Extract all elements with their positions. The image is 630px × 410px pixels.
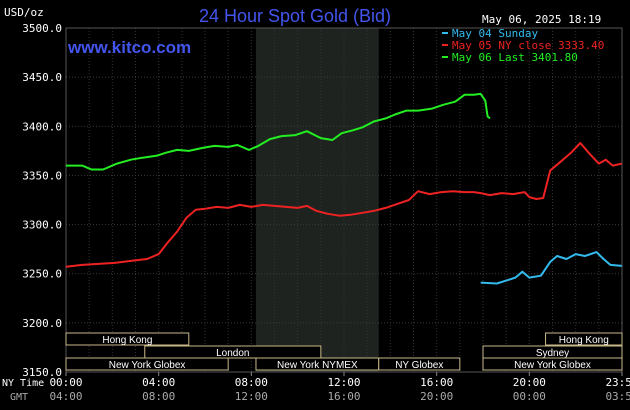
session-label: New York Globex <box>514 360 591 371</box>
session-bar <box>65 332 190 346</box>
session-bar <box>65 357 229 371</box>
x-tick-label-ny: 08:00 <box>235 376 268 389</box>
y-tick-label: 3300.0 <box>22 219 62 232</box>
x-tick-label-gmt: 08:00 <box>142 390 175 403</box>
x-tick-label-ny: 20:00 <box>513 376 546 389</box>
x-tick-label-ny: 04:00 <box>142 376 175 389</box>
legend-entry: May 06 Last 3401.80 <box>452 51 578 64</box>
session-label: NY Globex <box>395 360 443 371</box>
legend: May 04 Sunday May 05 NY close 3333.40 Ma… <box>442 27 604 64</box>
y-tick-label: 3250.0 <box>22 268 62 281</box>
x-tick-label-ny: 00:00 <box>49 376 82 389</box>
session-label: New York NYMEX <box>277 360 358 371</box>
y-tick-label: 3150.0 <box>22 366 62 379</box>
y-tick-label: 3500.0 <box>22 22 62 35</box>
x-tick-label-gmt: 20:00 <box>420 390 453 403</box>
x-tick-label-gmt: 12:00 <box>235 390 268 403</box>
session-label: Hong Kong <box>559 335 609 346</box>
chart-title: 24 Hour Spot Gold (Bid) <box>199 6 391 26</box>
session-label: Hong Kong <box>102 335 152 346</box>
x-tick-label-ny: 12:00 <box>327 376 360 389</box>
units-label: USD/oz <box>4 6 44 19</box>
nymex-highlight-band <box>255 28 379 372</box>
x-tick-label-ny: 16:00 <box>420 376 453 389</box>
x-tick-label-gmt: 04:00 <box>49 390 82 403</box>
y-tick-label: 3450.0 <box>22 71 62 84</box>
session-bar <box>482 357 623 371</box>
legend-entry: May 05 NY close 3333.40 <box>452 39 604 52</box>
ny-time-row-label: NY Time <box>2 378 44 389</box>
x-tick-label-gmt: 03:59 <box>605 390 630 403</box>
y-tick-label: 3350.0 <box>22 169 62 182</box>
session-bar <box>545 332 623 346</box>
session-bar <box>144 345 322 359</box>
timestamp: May 06, 2025 18:19 <box>482 13 601 26</box>
session-bar <box>378 357 461 371</box>
series-line <box>65 142 623 268</box>
source-watermark: www.kitco.com <box>67 38 191 57</box>
series-line <box>66 92 491 171</box>
session-label: New York Globex <box>109 360 186 371</box>
gmt-row-label: GMT <box>10 392 28 403</box>
series-line <box>480 251 622 285</box>
legend-entry: May 04 Sunday <box>452 27 538 40</box>
x-tick-label-ny: 23:59 <box>605 376 630 389</box>
y-tick-label: 3400.0 <box>22 120 62 133</box>
x-tick-label-gmt: 16:00 <box>327 390 360 403</box>
x-tick-label-gmt: 00:00 <box>513 390 546 403</box>
session-label: London <box>216 348 249 359</box>
y-tick-label: 3200.0 <box>22 317 62 330</box>
session-label: Sydney <box>536 348 569 359</box>
